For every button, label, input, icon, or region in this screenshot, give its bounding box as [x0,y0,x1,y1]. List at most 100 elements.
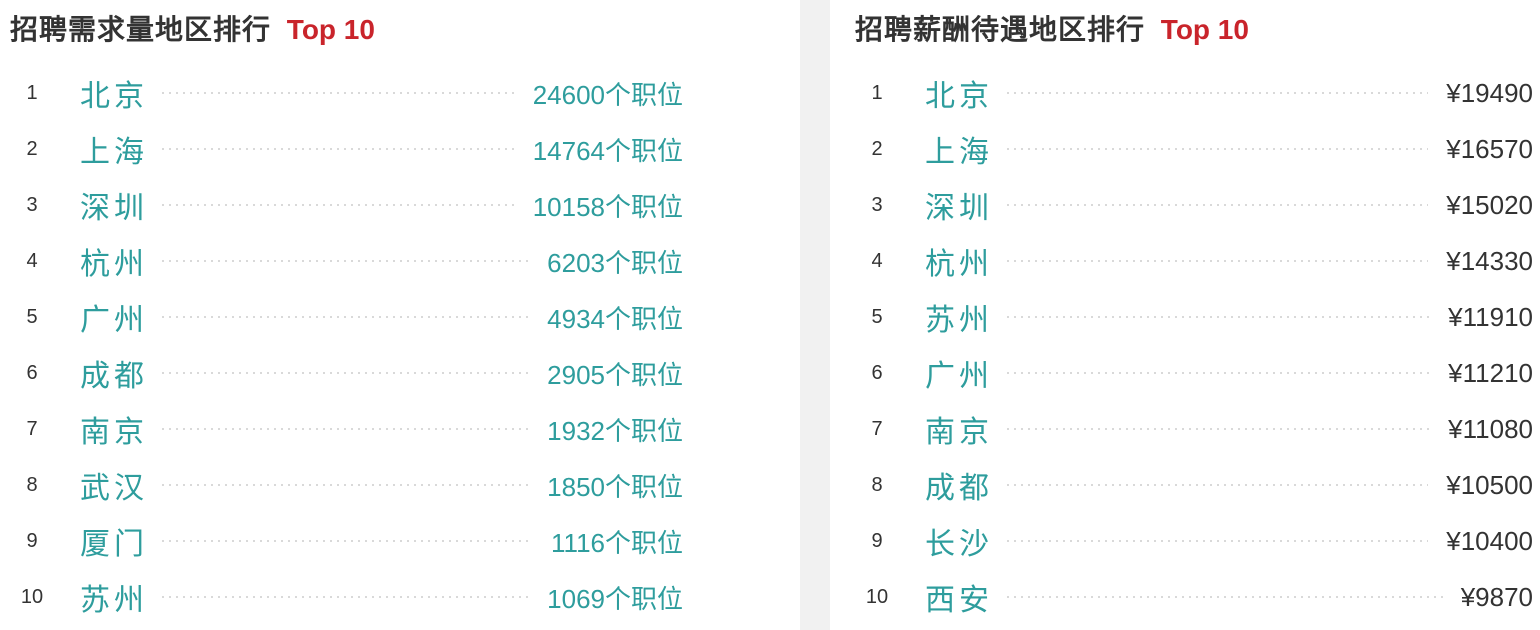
city-name[interactable]: 西安 [925,584,993,617]
city-name[interactable]: 长沙 [925,528,993,561]
rank-row: 2 上海 ¥16570 [855,121,1533,177]
rank-row: 8 成都 ¥10500 [855,457,1533,513]
dotted-leader [162,260,530,262]
rank-value: ¥14330 [1446,245,1533,276]
city-name[interactable]: 苏州 [925,304,993,337]
city-name[interactable]: 厦门 [80,528,148,561]
rank-row: 7 南京 ¥11080 [855,401,1533,457]
rank-value: ¥11210 [1448,357,1533,388]
rank-row: 10 苏州 1069个职位 [10,569,683,625]
salary-panel-title-text: 招聘薪酬待遇地区排行 [855,14,1146,45]
rank-row: 4 杭州 ¥14330 [855,233,1533,289]
city-name[interactable]: 苏州 [80,584,148,617]
city-name[interactable]: 广州 [80,304,148,337]
demand-panel-title-text: 招聘需求量地区排行 [10,14,272,45]
rank-value: ¥10500 [1446,469,1533,500]
rank-number: 10 [865,585,889,608]
city-name[interactable]: 上海 [925,136,993,169]
rank-value[interactable]: 10158个职位 [532,191,683,222]
city-name[interactable]: 上海 [80,136,148,169]
rank-value[interactable]: 24600个职位 [532,79,683,110]
rank-row: 6 成都 2905个职位 [10,345,683,401]
rank-value[interactable]: 6203个职位 [547,247,683,278]
rank-number: 2 [26,137,38,160]
rank-number: 3 [26,193,38,216]
rank-value: ¥19490 [1446,77,1533,108]
rank-number: 5 [26,305,38,328]
rank-row: 9 长沙 ¥10400 [855,513,1533,569]
dotted-leader [162,484,530,486]
city-name[interactable]: 南京 [80,416,148,449]
rank-value: ¥11080 [1448,413,1533,444]
city-name[interactable]: 成都 [925,472,993,505]
city-name[interactable]: 深圳 [80,192,148,225]
dotted-leader [162,316,530,318]
dotted-leader [162,540,534,542]
rank-value: ¥16570 [1446,133,1533,164]
rank-row: 3 深圳 10158个职位 [10,177,683,233]
rank-row: 1 北京 24600个职位 [10,65,683,121]
rank-row: 5 广州 4934个职位 [10,289,683,345]
rank-row: 10 西安 ¥9870 [855,569,1533,625]
salary-panel-top10-label: Top 10 [1160,14,1249,45]
rank-number: 7 [26,417,38,440]
rank-row: 8 武汉 1850个职位 [10,457,683,513]
city-name[interactable]: 武汉 [80,472,148,505]
city-name[interactable]: 杭州 [80,248,148,281]
city-name[interactable]: 广州 [925,360,993,393]
rank-value[interactable]: 1932个职位 [547,415,683,446]
rank-row: 5 苏州 ¥11910 [855,289,1533,345]
rank-row: 7 南京 1932个职位 [10,401,683,457]
rank-number: 1 [871,81,883,104]
panel-divider [800,0,830,630]
rank-row: 2 上海 14764个职位 [10,121,683,177]
rank-number: 10 [20,585,44,608]
salary-rank-list: 1 北京 ¥19490 2 上海 ¥16570 3 深圳 ¥15020 4 杭州 ¥14330 5 苏州 ¥… [855,65,1533,625]
rank-value: ¥10400 [1446,525,1533,556]
rank-row: 4 杭州 6203个职位 [10,233,683,289]
dotted-leader [162,92,515,94]
rank-number: 4 [871,249,883,272]
rank-number: 9 [871,529,883,552]
city-name[interactable]: 北京 [925,80,993,113]
dotted-leader [162,372,530,374]
rank-value[interactable]: 1069个职位 [547,583,683,614]
city-name[interactable]: 深圳 [925,192,993,225]
rank-value: ¥15020 [1446,189,1533,220]
dotted-leader [1007,596,1443,598]
rank-value[interactable]: 2905个职位 [547,359,683,390]
dotted-leader [1007,316,1431,318]
demand-rank-list: 1 北京 24600个职位 2 上海 14764个职位 3 深圳 10158个职位 4 杭州 6203… [10,65,683,625]
rank-number: 2 [871,137,883,160]
dotted-leader [1007,540,1429,542]
rank-value[interactable]: 1850个职位 [547,471,683,502]
city-name[interactable]: 南京 [925,416,993,449]
rank-value[interactable]: 4934个职位 [547,303,683,334]
rank-value[interactable]: 1116个职位 [551,527,683,558]
rank-number: 9 [26,529,38,552]
dotted-leader [1007,148,1429,150]
dotted-leader [162,428,530,430]
dotted-leader [162,148,515,150]
rank-number: 4 [26,249,38,272]
rank-number: 1 [26,81,38,104]
demand-panel-title: 招聘需求量地区排行 Top 10 [10,0,683,65]
rank-number: 6 [26,361,38,384]
rank-value: ¥9870 [1460,581,1533,612]
demand-ranking-panel: 招聘需求量地区排行 Top 10 1 北京 24600个职位 2 上海 14764个职位 3… [10,0,683,625]
rank-value[interactable]: 14764个职位 [532,135,683,166]
rank-row: 6 广州 ¥11210 [855,345,1533,401]
rank-number: 6 [871,361,883,384]
city-name[interactable]: 杭州 [925,248,993,281]
rank-row: 1 北京 ¥19490 [855,65,1533,121]
city-name[interactable]: 北京 [80,80,148,113]
city-name[interactable]: 成都 [80,360,148,393]
rank-value: ¥11910 [1448,301,1533,332]
dotted-leader [1007,428,1431,430]
dotted-leader [1007,260,1429,262]
dotted-leader [1007,372,1431,374]
salary-panel-title: 招聘薪酬待遇地区排行 Top 10 [855,0,1533,65]
rank-number: 8 [26,473,38,496]
dotted-leader [1007,204,1429,206]
